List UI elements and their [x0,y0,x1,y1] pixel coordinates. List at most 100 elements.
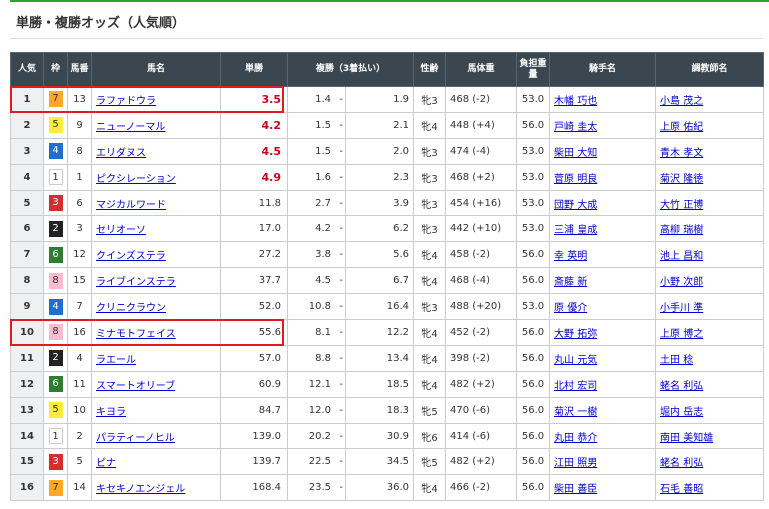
waku-cell: 4 [43,293,68,321]
trainer-cell: 大竹 正博 [655,189,765,217]
table-row: 2 5 9 ニューノーマル 4.2 1.5- 2.1 牝4 448 (+4) 5… [10,111,765,139]
trainer-link[interactable]: 上原 佑紀 [660,121,704,133]
trainer-cell: 上原 博之 [655,319,765,346]
jockey-cell: 大野 拓弥 [549,319,657,346]
horse-number: 9 [67,111,92,139]
range-dash: - [339,352,343,364]
horse-number: 5 [67,448,92,476]
trainer-link[interactable]: 堀内 岳志 [660,406,704,418]
horse-name-link[interactable]: キセキノエンジェル [96,484,186,496]
popularity: 13 [10,396,44,424]
load-weight: 56.0 [516,422,551,450]
load-weight: 53.0 [516,215,551,243]
place-odds-min-cell: 4.5- [287,267,346,295]
trainer-link[interactable]: 蛯名 利弘 [660,380,704,392]
trainer-link[interactable]: 南田 美知雄 [660,432,714,444]
trainer-link[interactable]: 小手川 準 [660,303,704,315]
trainer-link[interactable]: 蛯名 利弘 [660,458,704,470]
horse-name-link[interactable]: マジカルワード [96,199,166,211]
trainer-link[interactable]: 青木 孝文 [660,147,704,159]
horse-name-link[interactable]: ニューノーマル [96,121,166,133]
place-odds-min-cell: 1.5- [287,137,346,165]
jockey-link[interactable]: 柴田 大知 [554,147,598,159]
horse-name-cell: マジカルワード [91,189,221,217]
jockey-link[interactable]: 菅原 明良 [554,173,598,185]
horse-name-link[interactable]: エリダヌス [96,147,146,159]
horse-name-link[interactable]: ピクシレーション [96,173,176,185]
horse-name-link[interactable]: キヨラ [96,406,126,418]
waku-cell: 6 [43,241,68,269]
jockey-link[interactable]: 団野 大成 [554,199,598,211]
horse-number: 11 [67,370,92,398]
popularity: 12 [10,370,44,398]
jockey-link[interactable]: 三浦 皇成 [554,225,598,237]
jockey-link[interactable]: 江田 照男 [554,458,598,470]
waku-badge: 4 [48,143,63,160]
table-row: 16 7 14 キセキノエンジェル 168.4 23.5- 36.0 牝4 46… [10,474,765,502]
place-odds-min: 12.0 [308,404,331,416]
sex-age: 牝4 [413,474,447,502]
range-dash: - [339,378,343,390]
jockey-link[interactable]: 菊沢 一樹 [554,406,598,418]
trainer-link[interactable]: 土田 稔 [660,354,694,366]
place-odds-min-cell: 22.5- [287,448,346,476]
win-odds: 4.9 [220,163,288,191]
trainer-link[interactable]: 石毛 善昭 [660,484,704,496]
horse-name-link[interactable]: ラエール [96,354,136,366]
place-odds-min: 22.5 [308,456,331,468]
horse-number: 15 [67,267,92,295]
sex-age: 牝3 [413,137,447,165]
trainer-link[interactable]: 小島 茂之 [660,95,704,107]
place-odds-min-cell: 1.6- [287,163,346,191]
trainer-link[interactable]: 菊沢 隆徳 [660,173,704,185]
trainer-cell: 小手川 準 [655,293,765,321]
horse-name-link[interactable]: ミナモトフェイス [96,328,176,340]
place-odds-max: 36.0 [344,474,415,502]
horse-name-link[interactable]: クリニクラウン [96,303,166,315]
place-odds-min: 1.5 [315,145,331,157]
range-dash: - [339,223,343,235]
trainer-cell: 池上 昌和 [655,241,765,269]
jockey-link[interactable]: 斎藤 新 [554,277,588,289]
table-header: 人気 枠 馬番 馬名 単勝 複勝（3着払い） 性齢 馬体重 負担重量 騎手名 調… [10,52,765,87]
trainer-link[interactable]: 上原 博之 [660,328,704,340]
trainer-link[interactable]: 池上 昌和 [660,251,704,263]
horse-name-link[interactable]: パラティーノヒル [96,432,175,444]
waku-cell: 7 [43,86,68,113]
trainer-cell: 小島 茂之 [655,86,765,113]
jockey-link[interactable]: 幸 英明 [554,251,588,263]
waku-badge: 6 [48,376,63,393]
popularity: 10 [10,319,44,346]
horse-name-link[interactable]: クインズステラ [96,251,166,263]
jockey-link[interactable]: 丸山 元気 [554,354,598,366]
horse-name-link[interactable]: ラファドウラ [96,95,156,107]
horse-name-link[interactable]: セリオーソ [96,225,146,237]
sex-age: 牝5 [413,396,447,424]
jockey-link[interactable]: 大野 拓弥 [554,328,598,340]
horse-name-link[interactable]: ピナ [96,458,116,470]
trainer-link[interactable]: 大竹 正博 [660,199,704,211]
horse-name-link[interactable]: スマートオリーブ [96,380,176,392]
jockey-link[interactable]: 木幡 巧也 [554,95,598,107]
range-dash: - [339,456,343,468]
trainer-link[interactable]: 高柳 瑞樹 [660,225,704,237]
popularity: 1 [10,86,44,113]
waku-badge: 4 [48,298,63,315]
waku-cell: 7 [43,474,68,502]
jockey-link[interactable]: 柴田 善臣 [554,484,598,496]
load-weight: 56.0 [516,111,551,139]
jockey-link[interactable]: 戸崎 圭太 [554,121,598,133]
sex-age: 牝4 [413,319,447,346]
table-row: 10 8 16 ミナモトフェイス 55.6 8.1- 12.2 牝4 452 (… [10,319,765,346]
win-odds: 139.7 [220,448,288,476]
load-weight: 53.0 [516,293,551,321]
horse-weight: 452 (-2) [445,319,518,346]
horse-name-link[interactable]: ライブインステラ [96,277,176,289]
jockey-link[interactable]: 北村 宏司 [554,380,598,392]
load-weight: 56.0 [516,344,551,372]
trainer-link[interactable]: 小野 次郎 [660,277,704,289]
horse-weight: 414 (-6) [445,422,518,450]
sex-age: 牝3 [413,163,447,191]
jockey-link[interactable]: 丸田 恭介 [554,432,598,444]
jockey-link[interactable]: 原 優介 [554,303,588,315]
